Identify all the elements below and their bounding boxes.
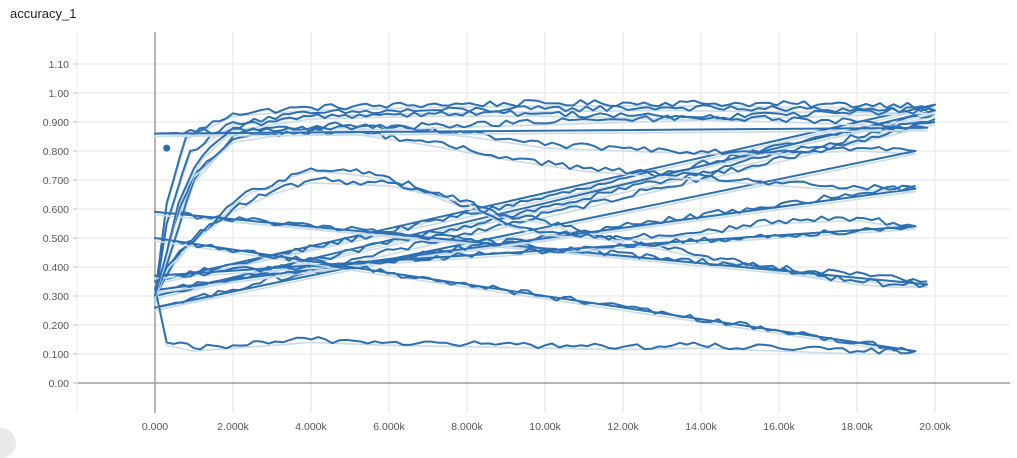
chart-title: accuracy_1 [10,6,77,21]
series-line [154,128,917,300]
chart-plot-area[interactable]: 0.000 2.000k 4.000k 6.000k 8.000k 10.00k 12.00… [0,0,1017,442]
y-tick-label: 0.500 [43,233,69,245]
series-lines [154,99,936,355]
hover-point-marker [163,144,171,152]
x-tick-label: 8.000k [451,421,483,433]
series-line [154,107,929,297]
y-tick-label: 0.100 [43,349,69,361]
y-tick-label: 0.200 [43,320,69,332]
y-tick-label: 0.300 [43,291,69,303]
series-smoothed-line [154,105,936,300]
x-tick-label: 0.000 [142,421,168,433]
y-tick-label: 0.900 [43,117,69,129]
series-line [154,167,929,297]
series-smoothed-line [154,132,917,303]
y-tick-label: 0.00 [49,378,70,390]
x-tick-label: 20.00k [919,421,951,433]
tick-labels: 0.000 2.000k 4.000k 6.000k 8.000k 10.00k 12.00… [43,59,952,433]
x-tick-label: 2.000k [217,421,249,433]
x-tick-label: 10.00k [529,421,561,433]
y-tick-label: 0.700 [43,175,69,187]
x-tick-label: 14.00k [685,421,717,433]
y-tick-label: 1.00 [49,88,70,100]
x-tick-label: 18.00k [841,421,873,433]
series-smoothed-line [154,170,929,300]
x-tick-label: 16.00k [763,421,795,433]
y-tick-label: 0.800 [43,146,69,158]
series-line [154,176,917,297]
y-tick-label: 1.10 [49,59,70,71]
series-smoothed-line [154,124,936,312]
x-tick-label: 4.000k [295,421,327,433]
series-line [154,237,917,355]
axes [73,32,1010,413]
series-line [154,104,936,300]
highlight-markers [163,144,171,152]
series-line [154,99,936,297]
x-tick-label: 6.000k [373,421,405,433]
y-tick-label: 0.400 [43,262,69,274]
series-smoothed-line [154,240,917,355]
x-tick-label: 12.00k [607,421,639,433]
y-tick-label: 0.600 [43,204,69,216]
